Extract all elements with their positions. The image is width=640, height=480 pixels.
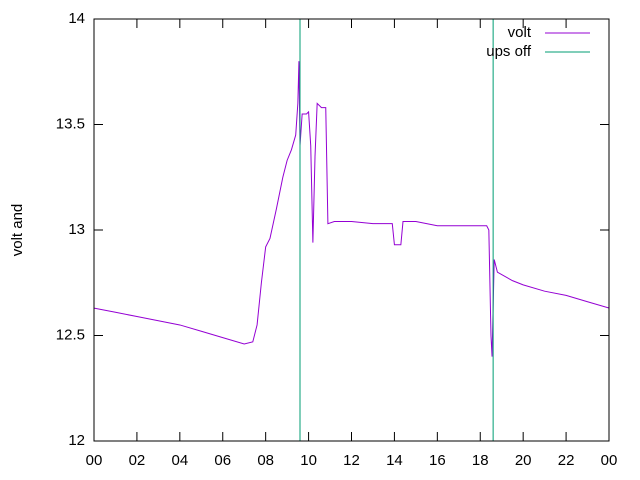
y-axis-label: volt and — [9, 204, 26, 257]
x-tick-label: 00 — [86, 452, 103, 469]
y-tick-label: 14 — [68, 10, 85, 27]
x-tick-label: 10 — [300, 452, 317, 469]
x-tick-label: 08 — [257, 452, 274, 469]
x-tick-label: 06 — [214, 452, 231, 469]
x-tick-label: 22 — [558, 452, 575, 469]
x-tick-label: 04 — [171, 452, 188, 469]
x-tick-label: 20 — [515, 452, 532, 469]
y-tick-label: 13.5 — [56, 115, 85, 132]
x-tick-label: 02 — [129, 452, 146, 469]
x-tick-label: 16 — [429, 452, 446, 469]
x-tick-label: 00 — [601, 452, 618, 469]
x-tick-label: 18 — [472, 452, 489, 469]
legend-label: volt — [508, 24, 532, 41]
line-series — [94, 61, 609, 357]
x-tick-label: 12 — [343, 452, 360, 469]
line-series — [299, 19, 494, 441]
legend-label: ups off — [486, 43, 532, 60]
plot-border — [93, 18, 610, 442]
x-tick-label: 14 — [386, 452, 403, 469]
y-tick-label: 12 — [68, 432, 85, 449]
y-tick-label: 12.5 — [56, 326, 85, 343]
y-tick-label: 13 — [68, 221, 85, 238]
